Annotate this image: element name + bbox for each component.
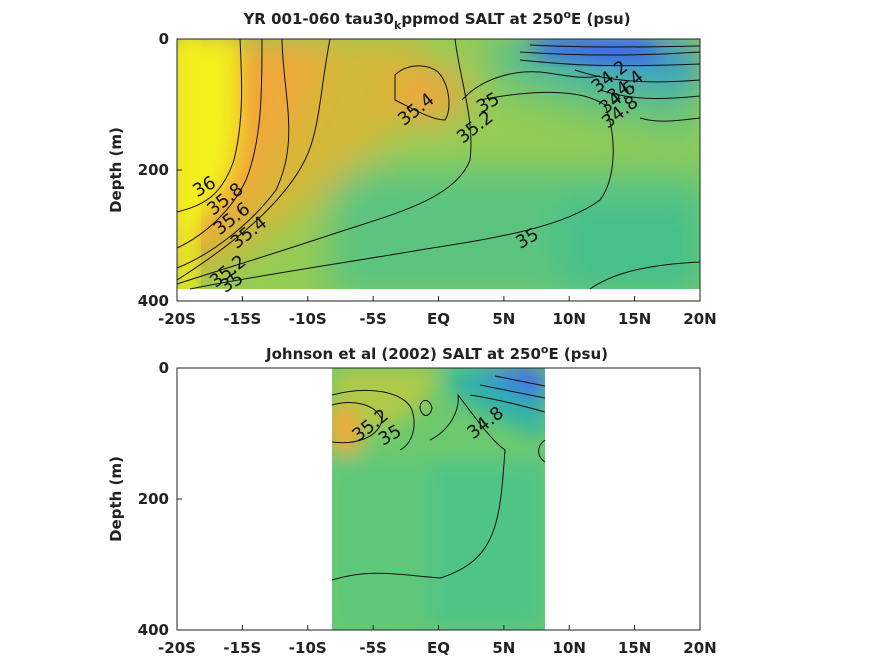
top-x-tick-label: EQ (427, 310, 450, 328)
bottom-x-tick-label: 5N (492, 639, 515, 656)
top-y-tick-label: 0 (159, 30, 169, 48)
top-salinity-field (177, 39, 700, 289)
bottom-salinity-field (332, 368, 545, 630)
contour-35 (189, 91, 614, 290)
contour-east (538, 439, 546, 463)
top-contour-lines (176, 38, 701, 290)
bottom-axis-ticks: -20S -15S -10S -5S EQ 5N 10N 15N 20N 0 200 400 (138, 359, 717, 656)
bottom-x-tick-label: -5S (359, 639, 386, 656)
contour-34.2 (519, 59, 701, 67)
top-y-tick-label: 400 (138, 292, 169, 310)
contour-35-bottom (589, 261, 701, 290)
bottom-contour-lines (331, 375, 546, 581)
top-x-tick-label: -15S (223, 310, 261, 328)
contour-35.8 (176, 38, 263, 249)
contour-34.4 (574, 69, 701, 83)
top-y-tick-label: 200 (138, 161, 169, 179)
bottom-y-tick-label: 0 (159, 359, 169, 377)
contour-34.2-b (494, 375, 546, 387)
top-panel: YR 001-060 tau30kppmod SALT at 250oE (ps… (107, 8, 717, 328)
contour-34.6 (599, 89, 701, 99)
top-x-tick-label: 20N (683, 310, 716, 328)
top-y-axis-label: Depth (m) (107, 127, 125, 213)
contour-34.4-b (479, 384, 546, 399)
bottom-x-tick-label: EQ (427, 639, 450, 656)
bottom-x-tick-label: 15N (618, 639, 651, 656)
contour-35.4-a (176, 38, 331, 281)
contour-35.4-b (394, 65, 450, 121)
bottom-y-axis-label: Depth (m) (107, 456, 125, 542)
contour-34.0 (519, 51, 701, 56)
contour-35-b (331, 389, 415, 451)
top-chart-title: YR 001-060 tau30kppmod SALT at 250oE (ps… (242, 8, 630, 32)
contour-34.8-b (331, 393, 506, 581)
contour-34.8 (639, 117, 701, 122)
bottom-chart-title: Johnson et al (2002) SALT at 250oE (psu) (265, 343, 608, 363)
bottom-x-tick-label: 20N (683, 639, 716, 656)
top-x-tick-label: 15N (618, 310, 651, 328)
contour-34.6-b (469, 394, 546, 413)
top-x-tick-label: -5S (359, 310, 386, 328)
bottom-panel: Johnson et al (2002) SALT at 250oE (psu) (107, 343, 717, 656)
top-x-tick-label: -20S (158, 310, 196, 328)
top-axis-ticks: -20S -15S -10S -5S EQ 5N 10N 15N 20N 0 200 400 (138, 30, 717, 328)
bottom-y-tick-label: 400 (138, 621, 169, 639)
contour-35.2 (176, 38, 472, 285)
bottom-x-tick-label: -20S (158, 639, 196, 656)
top-x-tick-label: -10S (289, 310, 327, 328)
bottom-x-tick-label: -15S (223, 639, 261, 656)
contour-35.2-b (331, 402, 383, 444)
bottom-x-tick-label: -10S (289, 639, 327, 656)
contour-tongue (461, 71, 601, 101)
contour-35.6 (176, 38, 290, 269)
bottom-x-tick-label: 10N (553, 639, 586, 656)
top-x-tick-label: 10N (553, 310, 586, 328)
contour-33.8 (529, 44, 701, 48)
contour-36 (176, 38, 243, 213)
bottom-y-tick-label: 200 (138, 490, 169, 508)
contour-35-c (419, 400, 433, 416)
top-x-tick-label: 5N (492, 310, 515, 328)
